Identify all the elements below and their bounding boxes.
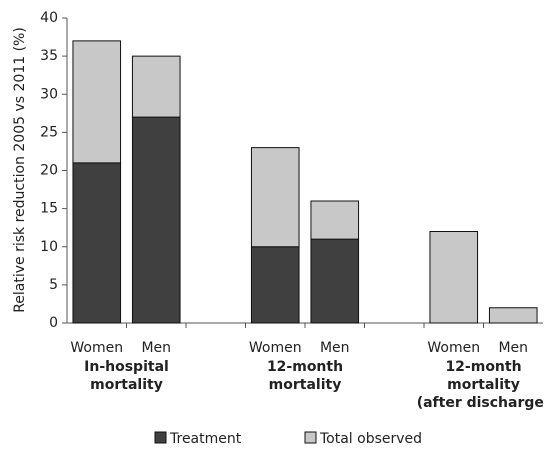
bar-segment — [72, 40, 122, 164]
y-tick-label: 30 — [40, 86, 58, 102]
y-tick-label: 5 — [49, 277, 58, 293]
group-label: mortality — [90, 377, 163, 393]
legend-swatch — [154, 431, 167, 444]
x-tick-label: Men — [141, 340, 171, 356]
x-tick-label: Women — [427, 340, 480, 356]
group-label: 12-month — [445, 359, 521, 375]
group-label: mortality — [447, 377, 520, 393]
x-tick-label: Women — [249, 340, 302, 356]
group-label: In-hospital — [84, 359, 169, 375]
group-label: 12-month — [267, 359, 343, 375]
bar-segment — [310, 200, 360, 240]
group-label: mortality — [269, 377, 342, 393]
bar-segment — [250, 147, 300, 248]
legend-swatch — [304, 431, 317, 444]
bar-segment — [310, 238, 360, 324]
y-tick-label: 15 — [40, 201, 58, 217]
x-tick-label: Women — [70, 340, 123, 356]
bar-segment — [72, 162, 122, 324]
bar-segment — [488, 307, 538, 324]
legend-label: Total observed — [319, 431, 422, 447]
bar-segment — [429, 231, 479, 324]
y-axis-label: Relative risk reduction 2005 vs 2011 (%) — [12, 27, 28, 313]
bar-segment — [131, 116, 181, 324]
y-tick-label: 10 — [40, 239, 58, 255]
y-tick-label: 0 — [49, 315, 58, 331]
y-tick-label: 20 — [40, 163, 58, 179]
group-label: (after discharge) — [417, 395, 545, 411]
legend-label: Treatment — [169, 431, 242, 447]
y-tick-label: 25 — [40, 124, 58, 140]
x-tick-label: Men — [498, 340, 528, 356]
y-tick-label: 35 — [40, 48, 58, 64]
bar-segment — [131, 55, 181, 118]
bar-segment — [250, 246, 300, 324]
y-tick-label: 40 — [40, 10, 58, 26]
x-tick-label: Men — [320, 340, 350, 356]
